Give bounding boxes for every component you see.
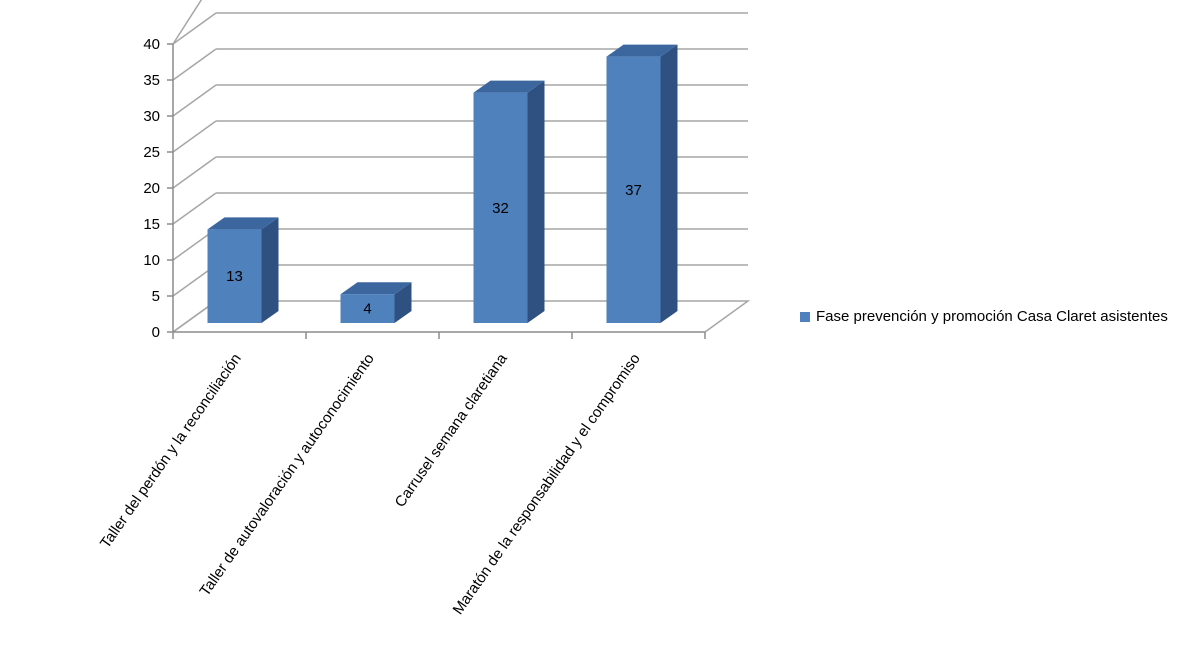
y-tick-label: 30 <box>143 108 160 125</box>
bar-top <box>340 282 412 295</box>
wall-gridline <box>172 156 217 189</box>
bar-side <box>261 217 279 323</box>
x-category-label: Taller del perdón y la reconciliación <box>97 351 245 552</box>
y-tick-label: 10 <box>143 252 160 269</box>
wall-edge-top <box>172 0 203 45</box>
bar <box>473 92 528 323</box>
bar-side <box>660 44 678 323</box>
y-tick-label: 15 <box>143 216 160 233</box>
y-tick-label: 25 <box>143 144 160 161</box>
data-label: 37 <box>625 182 642 199</box>
bar-side <box>527 80 545 323</box>
bar <box>207 229 262 323</box>
legend-swatch <box>800 312 810 322</box>
y-tick-label: 0 <box>152 324 160 341</box>
wall-gridline <box>172 48 217 81</box>
wall-gridline <box>172 84 217 117</box>
bar-top <box>606 44 678 57</box>
data-label: 4 <box>363 301 371 318</box>
bar <box>606 56 661 323</box>
wall-gridline <box>172 12 217 45</box>
chart-legend: Fase prevención y promoción Casa Claret … <box>800 306 1170 328</box>
legend-series-label: Fase prevención y promoción Casa Claret … <box>816 308 1168 325</box>
x-category-label: Carrusel semana claretiana <box>392 350 512 511</box>
bar <box>340 294 395 323</box>
wall-gridline <box>172 192 217 225</box>
data-label: 13 <box>226 268 243 285</box>
bar-top <box>473 80 545 93</box>
bar-side <box>394 282 412 323</box>
y-tick-label: 20 <box>143 180 160 197</box>
y-tick-label: 40 <box>143 36 160 53</box>
bar-top <box>207 217 279 230</box>
y-tick-label: 5 <box>152 288 160 305</box>
wall-gridline <box>172 120 217 153</box>
y-tick-label: 35 <box>143 72 160 89</box>
data-label: 32 <box>492 200 509 217</box>
